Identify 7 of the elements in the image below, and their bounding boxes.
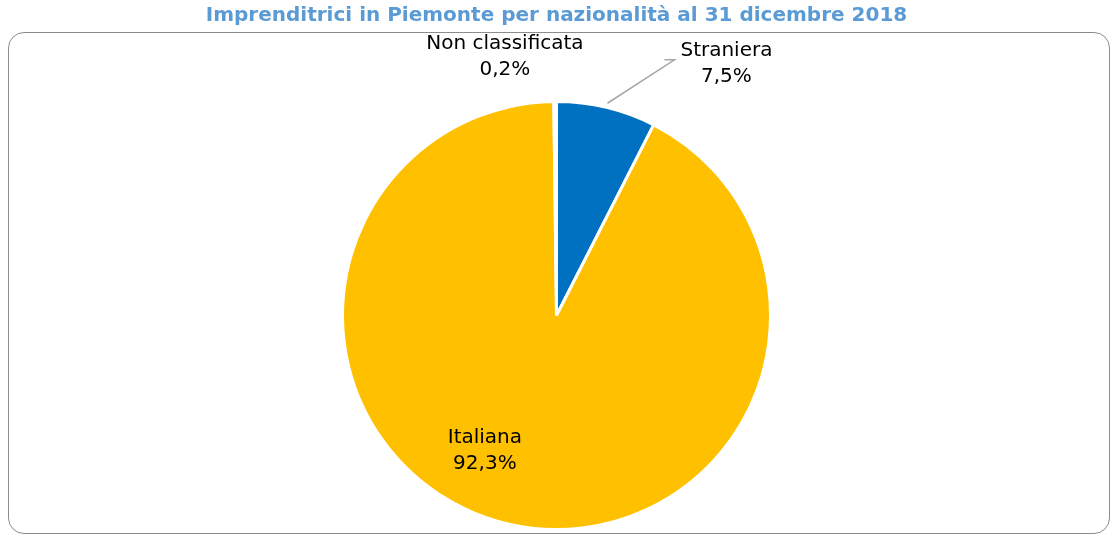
slice-label: Straniera	[680, 37, 773, 61]
data-label: 92,3%	[453, 450, 517, 475]
slice-label: Non classificata	[426, 29, 584, 54]
chart-title: Imprenditrici in Piemonte per nazionalità al 31 dicembre 2018	[204, 2, 909, 26]
slice-label: Italiana	[447, 424, 523, 449]
data-label: 0,2%	[479, 55, 531, 80]
data-label: 7,5%	[701, 63, 752, 87]
